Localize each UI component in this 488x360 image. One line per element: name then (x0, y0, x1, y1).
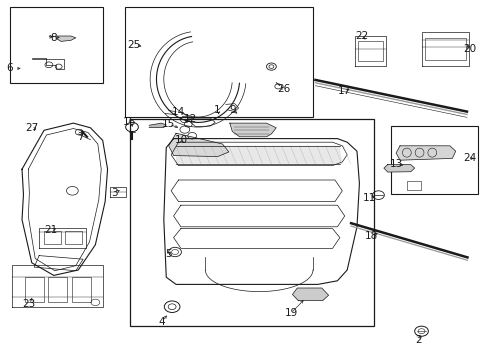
Text: 20: 20 (462, 44, 475, 54)
Bar (10, 7, 102, 83)
Text: 4: 4 (158, 317, 164, 327)
Bar (425, 38, 465, 60)
Bar (124, 7, 312, 117)
Bar (390, 126, 477, 194)
Polygon shape (229, 123, 276, 137)
Polygon shape (149, 123, 166, 127)
Text: 18: 18 (364, 231, 378, 241)
Bar (65, 231, 82, 244)
Bar (72, 277, 91, 302)
Polygon shape (292, 288, 328, 301)
Polygon shape (168, 133, 228, 157)
Text: 23: 23 (22, 299, 36, 309)
Text: 2: 2 (414, 335, 421, 345)
Text: 5: 5 (165, 249, 172, 259)
Text: 10: 10 (174, 135, 187, 145)
Bar (48, 277, 66, 302)
Text: 19: 19 (284, 308, 297, 318)
Bar (44, 231, 61, 244)
Text: 24: 24 (462, 153, 475, 163)
Text: 21: 21 (44, 225, 58, 235)
Text: 7: 7 (77, 132, 84, 142)
Text: 17: 17 (337, 86, 351, 96)
Text: 22: 22 (354, 31, 368, 41)
Text: 11: 11 (362, 193, 375, 203)
Text: 8: 8 (50, 33, 57, 43)
Text: 25: 25 (126, 40, 140, 50)
Text: 26: 26 (276, 84, 290, 94)
Bar (407, 181, 420, 190)
Bar (358, 41, 382, 61)
Text: 1: 1 (214, 105, 221, 115)
Text: 14: 14 (171, 107, 185, 117)
Polygon shape (176, 146, 342, 164)
Text: 15: 15 (162, 119, 175, 129)
Text: 12: 12 (183, 114, 197, 124)
Text: 27: 27 (25, 123, 39, 133)
Text: 3: 3 (111, 188, 118, 198)
Polygon shape (56, 36, 76, 41)
Polygon shape (395, 146, 455, 160)
Text: 16: 16 (122, 117, 136, 127)
Text: 6: 6 (6, 63, 13, 73)
Polygon shape (383, 165, 414, 172)
Text: 13: 13 (388, 159, 402, 169)
Bar (129, 119, 373, 326)
Bar (25, 277, 44, 302)
Text: 9: 9 (228, 105, 235, 115)
